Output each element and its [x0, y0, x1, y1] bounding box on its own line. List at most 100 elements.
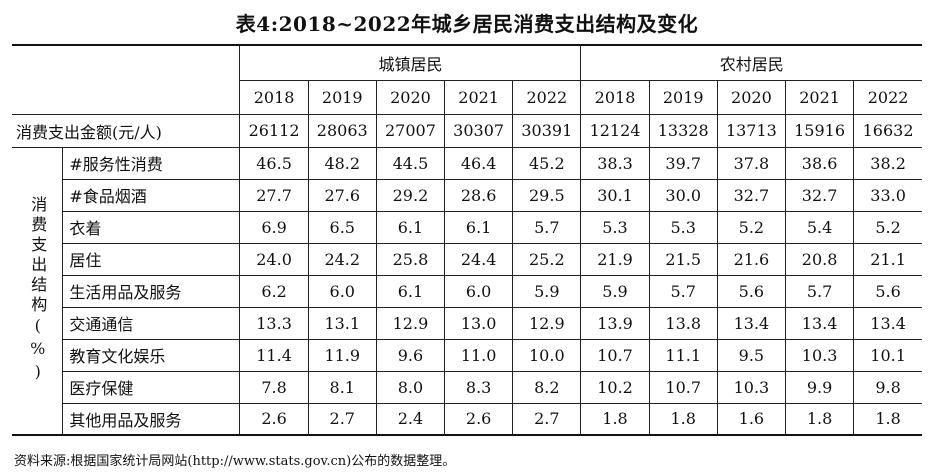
row-label: 生活用品及服务: [62, 274, 241, 308]
urban-value-cell: 6.1: [375, 274, 446, 308]
urban-value-cell: 13.1: [307, 306, 377, 340]
rural-value-cell: 5.3: [580, 210, 650, 244]
urban-year-header: 2022: [512, 79, 582, 115]
urban-value-cell: 28.6: [444, 178, 514, 212]
rural-value-cell: 38.2: [853, 146, 922, 180]
urban-value-cell: 2.7: [307, 402, 377, 436]
amount-label: 消费支出金额(元/人): [12, 113, 241, 148]
rural-year-header: 2018: [580, 79, 650, 115]
urban-value-cell: 24.4: [444, 242, 514, 276]
row-label: 居住: [62, 242, 241, 276]
urban-value-cell: 6.1: [375, 210, 446, 244]
urban-value-cell: 13.3: [239, 306, 309, 340]
rural-value-cell: 13.4: [784, 306, 855, 340]
rural-value-cell: 1.8: [648, 402, 718, 436]
urban-amount-cell: 27007: [375, 113, 446, 148]
rural-value-cell: 32.7: [716, 178, 786, 212]
rural-value-cell: 10.7: [580, 338, 650, 372]
rural-value-cell: 5.7: [784, 274, 855, 308]
table-row: #食品烟酒 27.7 27.6 29.2 28.6 29.5 30.1 30.0 32.7 32.…: [12, 178, 922, 212]
rural-value-cell: 21.9: [580, 242, 650, 276]
urban-value-cell: 6.0: [307, 274, 377, 308]
urban-value-cell: 12.9: [375, 306, 446, 340]
rural-amount-cell: 15916: [784, 113, 855, 148]
table-row: 教育文化娱乐 11.4 11.9 9.6 11.0 10.0 10.7 11.1 9.5 10.3…: [12, 338, 922, 372]
row-label: 衣着: [62, 210, 241, 244]
rural-value-cell: 21.5: [648, 242, 718, 276]
rural-value-cell: 38.6: [784, 146, 855, 180]
rural-value-cell: 13.4: [716, 306, 786, 340]
row-label: #食品烟酒: [62, 178, 241, 212]
urban-year-header: 2018: [239, 79, 309, 115]
rural-group-header: 农村居民: [580, 44, 922, 81]
table-row: 生活用品及服务 6.2 6.0 6.1 6.0 5.9 5.9 5.7 5.6 5.7 5.6: [12, 274, 922, 308]
rural-value-cell: 10.7: [648, 370, 718, 404]
urban-amount-cell: 30307: [444, 113, 514, 148]
corner-cell: [12, 44, 241, 115]
urban-value-cell: 24.0: [239, 242, 309, 276]
rural-value-cell: 1.8: [853, 402, 922, 436]
urban-value-cell: 2.7: [512, 402, 582, 436]
table-row: 其他用品及服务 2.6 2.7 2.4 2.6 2.7 1.8 1.8 1.6 1.8 1.8: [12, 402, 922, 436]
urban-amount-cell: 26112: [239, 113, 309, 148]
rural-value-cell: 13.9: [580, 306, 650, 340]
rural-value-cell: 38.3: [580, 146, 650, 180]
urban-amount-cell: 30391: [512, 113, 582, 148]
rural-value-cell: 10.1: [853, 338, 922, 372]
urban-value-cell: 5.9: [512, 274, 582, 308]
rural-value-cell: 37.8: [716, 146, 786, 180]
table-row: 医疗保健 7.8 8.1 8.0 8.3 8.2 10.2 10.7 10.3 9.9 9.8: [12, 370, 922, 404]
urban-value-cell: 29.5: [512, 178, 582, 212]
rural-value-cell: 9.5: [716, 338, 786, 372]
rural-amount-cell: 16632: [853, 113, 922, 148]
side-label: 消费支出结构(%): [12, 146, 64, 436]
rural-value-cell: 33.0: [853, 178, 922, 212]
rural-value-cell: 5.7: [648, 274, 718, 308]
urban-value-cell: 48.2: [307, 146, 377, 180]
row-label: 教育文化娱乐: [62, 338, 241, 372]
urban-value-cell: 27.7: [239, 178, 309, 212]
rural-value-cell: 30.0: [648, 178, 718, 212]
group-header-row: 城镇居民 农村居民: [12, 44, 922, 115]
urban-value-cell: 27.6: [307, 178, 377, 212]
rural-value-cell: 1.8: [580, 402, 650, 436]
year-header-row: 2018 2019 2020 2021 2022 2018 2019 2020 2021 2022: [12, 79, 922, 115]
urban-value-cell: 2.4: [375, 402, 446, 436]
urban-value-cell: 25.8: [375, 242, 446, 276]
rural-value-cell: 20.8: [784, 242, 855, 276]
urban-value-cell: 6.0: [444, 274, 514, 308]
urban-value-cell: 12.9: [512, 306, 582, 340]
urban-value-cell: 6.9: [239, 210, 309, 244]
consumption-structure-table: 城镇居民 农村居民 2018 2019 2020 2021 2022 2018 2019 20…: [12, 44, 922, 436]
urban-value-cell: 25.2: [512, 242, 582, 276]
urban-year-header: 2020: [375, 79, 446, 115]
urban-value-cell: 8.2: [512, 370, 582, 404]
source-note: 资料来源:根据国家统计局网站(http://www.stats.gov.cn)公…: [14, 454, 456, 469]
rural-amount-cell: 13328: [648, 113, 718, 148]
urban-value-cell: 11.0: [444, 338, 514, 372]
table-row: 居住 24.0 24.2 25.8 24.4 25.2 21.9 21.5 21.6 20.8 21…: [12, 242, 922, 276]
urban-value-cell: 9.6: [375, 338, 446, 372]
urban-value-cell: 2.6: [239, 402, 309, 436]
rural-value-cell: 5.6: [716, 274, 786, 308]
row-label: 医疗保健: [62, 370, 241, 404]
amount-row: 消费支出金额(元/人) 26112 28063 27007 30307 30391 121…: [12, 113, 922, 148]
urban-value-cell: 45.2: [512, 146, 582, 180]
rural-value-cell: 13.8: [648, 306, 718, 340]
urban-value-cell: 5.7: [512, 210, 582, 244]
urban-year-header: 2021: [444, 79, 514, 115]
row-label: 其他用品及服务: [62, 402, 241, 436]
rural-value-cell: 1.8: [784, 402, 855, 436]
rural-amount-cell: 12124: [580, 113, 650, 148]
table-row: 衣着 6.9 6.5 6.1 6.1 5.7 5.3 5.3 5.2 5.4 5.2: [12, 210, 922, 244]
urban-value-cell: 7.8: [239, 370, 309, 404]
row-label: #服务性消费: [62, 146, 241, 180]
urban-value-cell: 13.0: [444, 306, 514, 340]
rural-year-header: 2020: [716, 79, 786, 115]
urban-value-cell: 46.4: [444, 146, 514, 180]
table-row: 消费支出结构(%) #服务性消费 46.5 48.2 44.5 46.4 45.2 38.3 3…: [12, 146, 922, 436]
urban-value-cell: 8.0: [375, 370, 446, 404]
rural-year-header: 2021: [784, 79, 855, 115]
urban-value-cell: 29.2: [375, 178, 446, 212]
urban-value-cell: 10.0: [512, 338, 582, 372]
